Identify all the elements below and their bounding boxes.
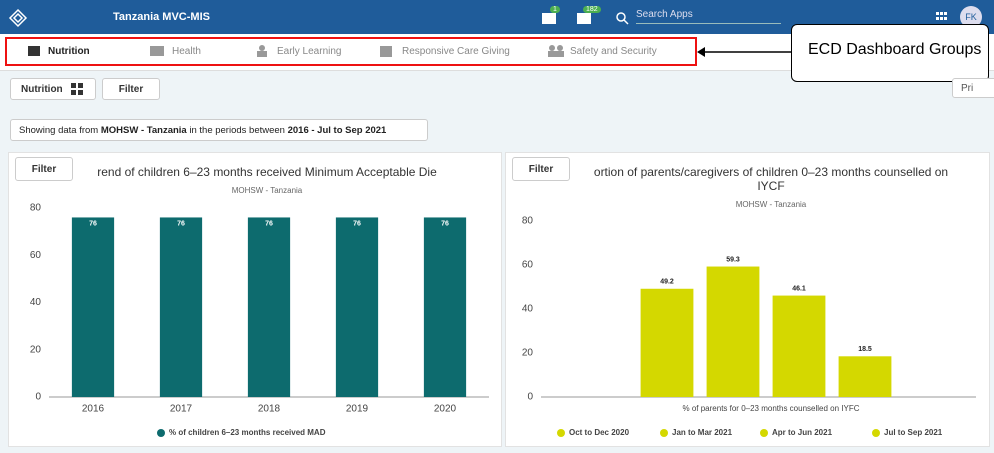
dashboard-name: Nutrition: [21, 83, 63, 95]
info-period: 2016 - Jul to Sep 2021: [287, 125, 387, 136]
bar: [71, 217, 115, 397]
data-label: 76: [265, 220, 273, 227]
bar: [335, 217, 379, 397]
info-text: Showing data from: [19, 125, 99, 136]
legend-marker: [157, 429, 165, 437]
y-tick-label: 60: [522, 260, 534, 271]
tab[interactable]: Safety and Security: [570, 46, 657, 57]
info-text: in the periods between: [189, 125, 285, 136]
filter-button[interactable]: Filter: [102, 78, 160, 100]
filter-button[interactable]: Filter: [15, 157, 73, 181]
legend-label: Jul to Sep 2021: [884, 428, 943, 437]
bar: [423, 217, 467, 397]
bar: [838, 356, 892, 397]
arrow: [697, 47, 792, 57]
x-tick-label: 2017: [170, 404, 193, 415]
highlight-box: [5, 37, 697, 66]
bar: [247, 217, 291, 397]
messages-icon[interactable]: [540, 10, 558, 26]
legend-marker: [760, 429, 768, 437]
chart: rend of children 6–23 months received Mi…: [30, 165, 489, 437]
data-label: 18.5: [858, 346, 872, 353]
app-name: Tanzania MVC-MIS: [113, 11, 210, 23]
legend-label: Jan to Mar 2021: [672, 428, 733, 437]
y-tick-label: 80: [522, 216, 534, 227]
chart-card: ortion of parents/caregivers of children…: [505, 152, 990, 447]
y-tick-label: 0: [35, 392, 41, 403]
x-tick-label: 2016: [82, 404, 105, 415]
data-label: 76: [353, 220, 361, 227]
bar: [772, 295, 826, 397]
legend-label: Oct to Dec 2020: [569, 428, 630, 437]
x-tick-label: 2018: [258, 404, 281, 415]
x-axis-label: % of parents for 0–23 months counselled …: [683, 404, 860, 413]
data-label: 76: [89, 220, 97, 227]
chart-card: rend of children 6–23 months received Mi…: [8, 152, 502, 447]
x-tick-label: 2020: [434, 404, 457, 415]
search-input[interactable]: Search Apps: [636, 9, 781, 24]
legend-marker: [660, 429, 668, 437]
callout: ECD Dashboard Groups: [791, 24, 989, 82]
bar: [706, 266, 760, 397]
info-org: MOHSW - Tanzania: [100, 125, 187, 136]
avatar[interactable]: FK: [960, 6, 982, 28]
filter-button[interactable]: Filter: [512, 157, 570, 181]
legend-marker: [557, 429, 565, 437]
data-label: 76: [177, 220, 185, 227]
bar: [640, 288, 694, 397]
badge: 1: [550, 6, 560, 13]
logo: [8, 8, 28, 28]
badge: 182: [583, 6, 601, 13]
legend-label: % of children 6–23 months received MAD: [169, 428, 326, 437]
dashboard-select[interactable]: Nutrition: [10, 78, 96, 100]
legend-marker: [872, 429, 880, 437]
header: Tanzania MVC-MIS 1 182 Search Apps FK: [0, 0, 994, 34]
x-tick-label: 2019: [346, 404, 369, 415]
grid-icon: [70, 83, 83, 95]
bar: [159, 217, 203, 397]
chart-subtitle: MOHSW - Tanzania: [232, 186, 303, 195]
y-tick-label: 0: [527, 392, 533, 403]
chart-subtitle: MOHSW - Tanzania: [736, 200, 807, 209]
tab[interactable]: Early Learning: [277, 46, 342, 57]
tab[interactable]: Responsive Care Giving: [402, 46, 510, 57]
y-tick-label: 80: [30, 203, 42, 214]
y-tick-label: 20: [30, 344, 42, 355]
info-bar: Showing data from MOHSW - Tanzania in th…: [10, 119, 428, 141]
data-label: 49.2: [660, 279, 674, 286]
tab[interactable]: Health: [172, 46, 201, 57]
chart-title: ortion of parents/caregivers of children…: [594, 165, 948, 179]
data-label: 59.3: [726, 256, 740, 263]
data-label: 76: [441, 220, 449, 227]
legend-label: Apr to Jun 2021: [772, 428, 833, 437]
apps-icon[interactable]: [936, 12, 948, 22]
chart-title: IYCF: [757, 179, 784, 193]
search-icon: [616, 12, 629, 25]
data-label: 46.1: [792, 285, 806, 292]
print-button[interactable]: Pri: [952, 78, 994, 98]
y-tick-label: 40: [522, 304, 534, 315]
chart-title: rend of children 6–23 months received Mi…: [97, 165, 437, 179]
chart: ortion of parents/caregivers of children…: [522, 165, 976, 437]
tab[interactable]: Nutrition: [48, 46, 90, 57]
y-tick-label: 20: [522, 348, 534, 359]
y-tick-label: 40: [30, 297, 42, 308]
y-tick-label: 60: [30, 250, 42, 261]
tab-icons: [28, 45, 564, 57]
inbox-icon[interactable]: [575, 10, 593, 26]
